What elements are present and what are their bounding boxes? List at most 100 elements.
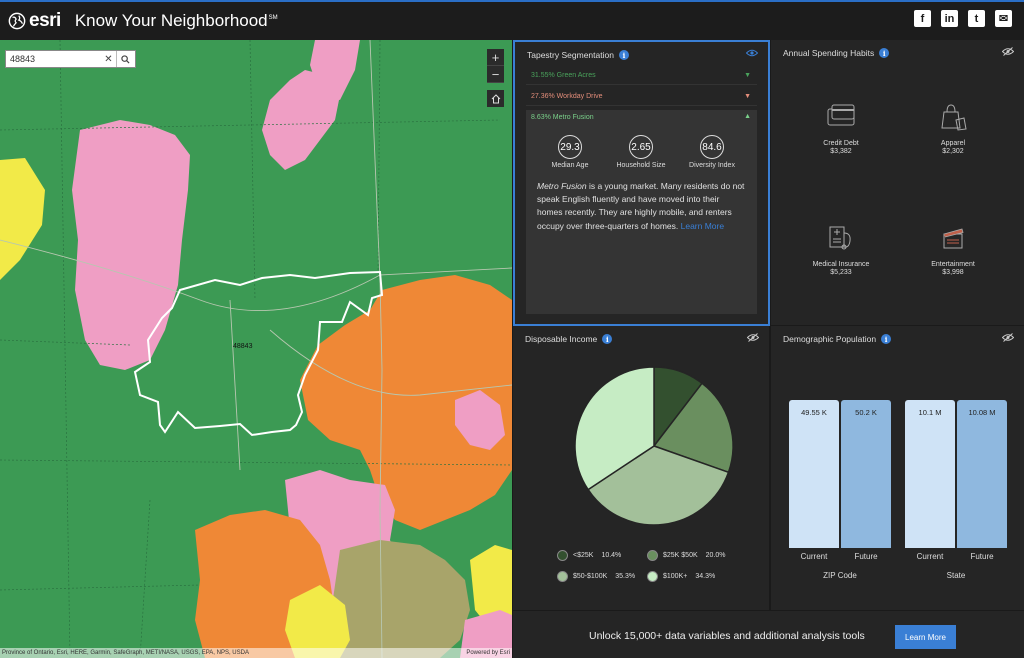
stat-label: Diversity Index [689, 162, 735, 169]
legend-percent: 35.3% [615, 573, 636, 580]
pie-slice[interactable] [652, 382, 734, 474]
learn-more-link[interactable]: Learn More [680, 220, 725, 231]
search-button[interactable] [116, 51, 133, 67]
income-pie-chart[interactable] [513, 366, 769, 536]
zip-code-label: 48843 [233, 343, 253, 350]
chevron-up-icon[interactable]: ▲ [744, 113, 751, 120]
spending-label: Entertainment [931, 261, 975, 268]
legend-item: $50-$100K 35.3% [557, 571, 635, 582]
stat-label: Median Age [551, 162, 589, 169]
legend-item: $25K $50K 20.0% [647, 550, 726, 561]
tapestry-title: Tapestry Segmentation i [527, 50, 629, 60]
legend-percent: 20.0% [705, 552, 726, 559]
spending-title-text: Annual Spending Habits [783, 48, 875, 58]
bar-state-future[interactable]: 10.08 M [957, 400, 1007, 548]
bar-value-label: 10.1 M [918, 408, 942, 417]
spending-label: Apparel [940, 140, 966, 147]
search-input[interactable] [6, 51, 101, 67]
tapestry-title-text: Tapestry Segmentation [527, 50, 614, 60]
legend-item: $100K+ 34.3% [647, 571, 715, 582]
pie-slice[interactable] [574, 366, 655, 491]
income-title: Disposable Income i [525, 334, 613, 344]
info-icon[interactable]: i [602, 334, 613, 344]
segment-label: 27.36% Workday Drive [531, 93, 603, 100]
info-icon[interactable]: i [879, 48, 890, 58]
spending-credit-debt: Credit Debt $3,382 [796, 102, 886, 155]
spending-medical-insurance: Medical Insurance $5,233 [796, 223, 886, 276]
bar-zip-current[interactable]: 49.55 K [789, 400, 839, 548]
legend-percent: 10.4% [601, 552, 622, 559]
map-view[interactable]: ✕ + − 48843 Province of Ontario, Esri, H… [0, 40, 512, 658]
eye-slash-icon[interactable] [1002, 333, 1014, 342]
segment-label: 31.55% Green Acres [531, 72, 596, 79]
powered-by[interactable]: Powered by Esri [466, 650, 510, 656]
search-box: ✕ [5, 50, 136, 68]
zoom-out-button[interactable]: − [487, 66, 504, 83]
stat-value: 2.65 [629, 135, 653, 159]
bar-state-current[interactable]: 10.1 M [905, 400, 955, 548]
segment-row-green-acres[interactable]: 31.55% Green Acres ▼ [526, 66, 757, 85]
linkedin-icon[interactable]: in [941, 10, 958, 27]
segment-detail-metro-fusion: 8.63% Metro Fusion ▲ 29.3 Median Age 2.6… [526, 110, 757, 314]
bar-zip-future[interactable]: 50.2 K [841, 400, 891, 548]
bar-x-label: Future [970, 552, 994, 561]
spending-value: $5,233 [830, 269, 852, 276]
app-title-text: Know Your Neighborhood [74, 11, 268, 30]
esri-logo[interactable]: esri [8, 10, 61, 32]
spending-value: $3,382 [830, 148, 852, 155]
learn-more-button[interactable]: Learn More [895, 625, 956, 649]
eye-slash-icon[interactable] [1002, 47, 1014, 56]
zoom-in-button[interactable]: + [487, 49, 504, 66]
bar-x-label: Future [854, 552, 878, 561]
spending-entertainment: Entertainment $3,998 [908, 223, 998, 276]
spending-apparel: Apparel $2,302 [908, 102, 998, 155]
chevron-down-icon: ▼ [744, 93, 751, 100]
brand-name: esri [29, 10, 61, 31]
segment-row-workday-drive[interactable]: 27.36% Workday Drive ▼ [526, 87, 757, 106]
info-icon[interactable]: i [618, 50, 629, 60]
description-text: is a young market. Many residents do not… [537, 181, 745, 231]
footer-promo-text: Unlock 15,000+ data variables and additi… [589, 630, 865, 642]
spending-label: Credit Debt [823, 140, 859, 147]
app-header: esri Know Your NeighborhoodSM f in t ✉ [0, 2, 1024, 40]
legend-label: $100K+ [663, 573, 688, 580]
home-button[interactable] [487, 90, 504, 107]
map-canvas[interactable] [0, 40, 512, 658]
email-icon[interactable]: ✉ [995, 10, 1012, 27]
segment-name-emphasis: Metro Fusion [537, 181, 587, 191]
spending-label: Medical Insurance [812, 261, 870, 268]
legend-label: $25K $50K [663, 552, 698, 559]
segment-label[interactable]: 8.63% Metro Fusion [531, 114, 594, 121]
legend-swatch [557, 550, 568, 561]
footer-bar: Unlock 15,000+ data variables and additi… [513, 611, 1024, 658]
bar-x-label: Current [916, 552, 944, 561]
medical-insurance-icon [829, 226, 851, 250]
zoom-controls: + − [487, 49, 504, 83]
eye-icon[interactable] [746, 49, 758, 57]
home-icon [491, 93, 500, 103]
stat-value: 29.3 [558, 135, 582, 159]
stat-diversity-index: 84.6 Diversity Index [682, 135, 742, 169]
bar-value-label: 50.2 K [855, 408, 877, 417]
disposable-income-panel: Disposable Income i <$25K 10.4% $25K $50K… [513, 326, 769, 610]
social-links: f in t ✉ [914, 10, 1012, 27]
clear-search-icon[interactable]: ✕ [104, 53, 113, 65]
pie-slice[interactable] [587, 445, 730, 526]
credit-card-icon [827, 104, 855, 126]
app-title: Know Your NeighborhoodSM [75, 11, 278, 31]
info-icon[interactable]: i [881, 334, 892, 344]
legend-label: <$25K [573, 552, 594, 559]
spending-title: Annual Spending Habits i [783, 48, 890, 58]
legend-swatch [647, 571, 658, 582]
bar-x-label: Current [800, 552, 828, 561]
demographic-panel: Demographic Population i 49.55 K 50.2 K 1… [771, 326, 1024, 610]
top-accent-line [0, 0, 1024, 2]
facebook-icon[interactable]: f [914, 10, 931, 27]
attribution-text: Province of Ontario, Esri, HERE, Garmin,… [2, 650, 249, 656]
spending-value: $2,302 [942, 148, 964, 155]
eye-slash-icon[interactable] [747, 333, 759, 342]
tapestry-panel: Tapestry Segmentation i 31.55% Green Acre… [513, 40, 770, 326]
bar-value-label: 10.08 M [968, 408, 996, 417]
spending-panel: Annual Spending Habits i Credit Debt $3,3… [771, 40, 1024, 325]
twitter-icon[interactable]: t [968, 10, 985, 27]
